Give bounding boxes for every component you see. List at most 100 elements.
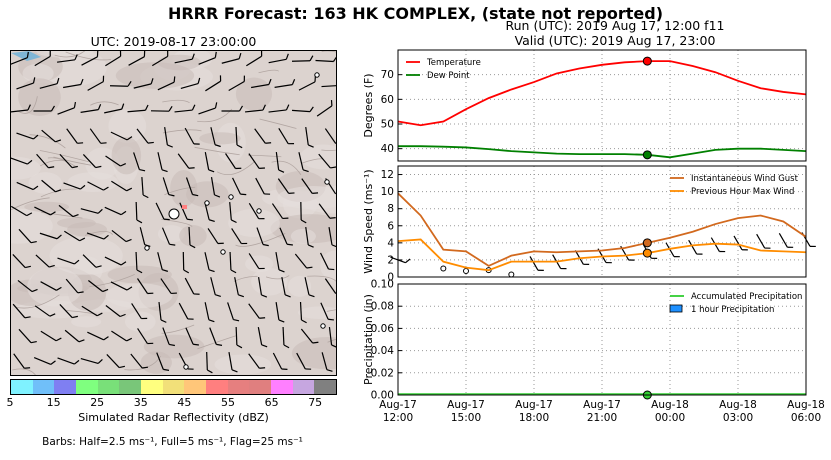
terrain-shade [157,225,185,243]
wind-barb [298,152,309,173]
wind-barb-feather [136,269,143,274]
wind-barb-shaft [40,330,57,342]
wind-barb-shaft [136,128,149,144]
wind-barb-feather [809,245,816,248]
wind-barb-shaft [151,55,169,67]
terrain-shade [49,236,123,275]
calm-wind-circle [144,245,150,251]
wind-barb [158,301,167,323]
wind-barb-shaft [235,126,238,146]
wind-barb-shaft [198,57,216,65]
series-line [397,238,807,272]
wind-barb-feather [235,167,242,170]
colorbar-swatch [292,380,315,394]
wind-barb [136,278,154,295]
wind-barb-feather [126,136,133,141]
wind-barb-shaft [135,201,138,221]
wind-barb [128,51,146,66]
wind-barb-shaft [111,330,127,342]
wind-barb-shaft [34,206,51,216]
series-line [398,145,807,159]
wind-barb-shaft [80,208,99,214]
wind-barb-shaft [63,182,81,190]
wind-barb-feather [208,219,215,223]
wind-barb [11,51,29,65]
wind-barb-shaft [161,227,171,245]
valid-line: Valid (UTC): 2019 Aug 17, 23:00 [514,33,716,48]
calm-barb [508,271,515,278]
wind-barb-shaft [318,153,331,169]
wind-barb-feather [238,294,245,298]
wind-barb-feather [651,257,658,260]
wind-barb [279,227,293,246]
wind-barb-feather [95,265,102,268]
wind-barb-shaft [111,229,127,243]
wind-barb-feather [217,242,224,245]
wind-barb-shaft [105,155,121,167]
wind-barb-shaft [301,178,313,194]
wind-barb [18,228,37,244]
wind-barb-shaft [248,153,260,169]
wind-barb-shaft [229,201,232,221]
wind-barb-shaft [155,202,165,220]
wind-barb-feather [214,144,221,148]
wind-barb-feather [24,316,31,319]
wind-barb [248,153,265,170]
wind-barb [254,128,272,144]
x-tick-time: 00:00 [655,412,685,424]
wind-barb-shaft [104,256,122,266]
wind-barb [17,279,38,293]
wind-barb-feather [764,247,771,249]
wind-barb-shaft [188,226,191,246]
wind-barb-shaft [36,153,49,169]
wind-barb-feather [787,246,794,248]
y-tick-label: 0 [387,272,394,284]
wind-barb [179,202,193,221]
y-axis-label: Wind Speed (ms⁻¹) [362,169,375,273]
wind-barb-feather [55,189,62,193]
wind-barb [231,228,248,245]
wind-barb [228,75,245,92]
wind-barb-shaft [41,179,56,193]
terrain-ridge [235,233,286,247]
wind-barb [294,253,313,269]
wind-barb [304,277,315,298]
colorbar-swatch [141,380,163,394]
wind-barb-feather [308,144,314,148]
terrain-shade [85,147,120,180]
wind-barb-feather [150,78,154,85]
calm-wind-circle [220,249,226,255]
wind-barb-feather [96,51,99,57]
y-axis-label: Degrees (F) [362,73,375,137]
wind-barb [131,303,148,320]
wind-barb [328,326,336,348]
wind-barb [11,157,33,165]
wind-barb-feather [262,104,266,111]
terrain-ridge [164,186,196,196]
terrain-shade [108,109,147,143]
wind-barb [16,181,39,191]
wind-barb-feather [103,336,109,341]
wind-barb-shaft [128,56,145,66]
colorbar-swatch [119,380,142,394]
wind-barb-feather [330,100,333,106]
reflectivity-cell [182,205,187,209]
terrain-ridge [259,118,297,129]
wind-barb [248,203,265,220]
wind-barb [11,205,33,217]
wind-barb [756,233,771,249]
wind-barb-feather [72,214,79,218]
wind-barb-shaft [272,352,283,370]
calm-wind-circle [183,364,189,370]
wind-barb [80,104,102,113]
chart-panel: 0 2 4 6 8 10 12 Wind Speed (ms⁻¹) Instantaneous … [362,165,816,284]
wind-barb [105,305,126,318]
terrain-shade [11,156,41,180]
wind-barb [18,328,37,344]
reflectivity-colorbar [10,379,337,395]
wind-barb [188,226,196,249]
wind-barb-feather [126,187,133,192]
colorbar-swatch [32,380,55,394]
wind-barb-feather [167,51,169,57]
terrain-ridge [162,129,202,134]
